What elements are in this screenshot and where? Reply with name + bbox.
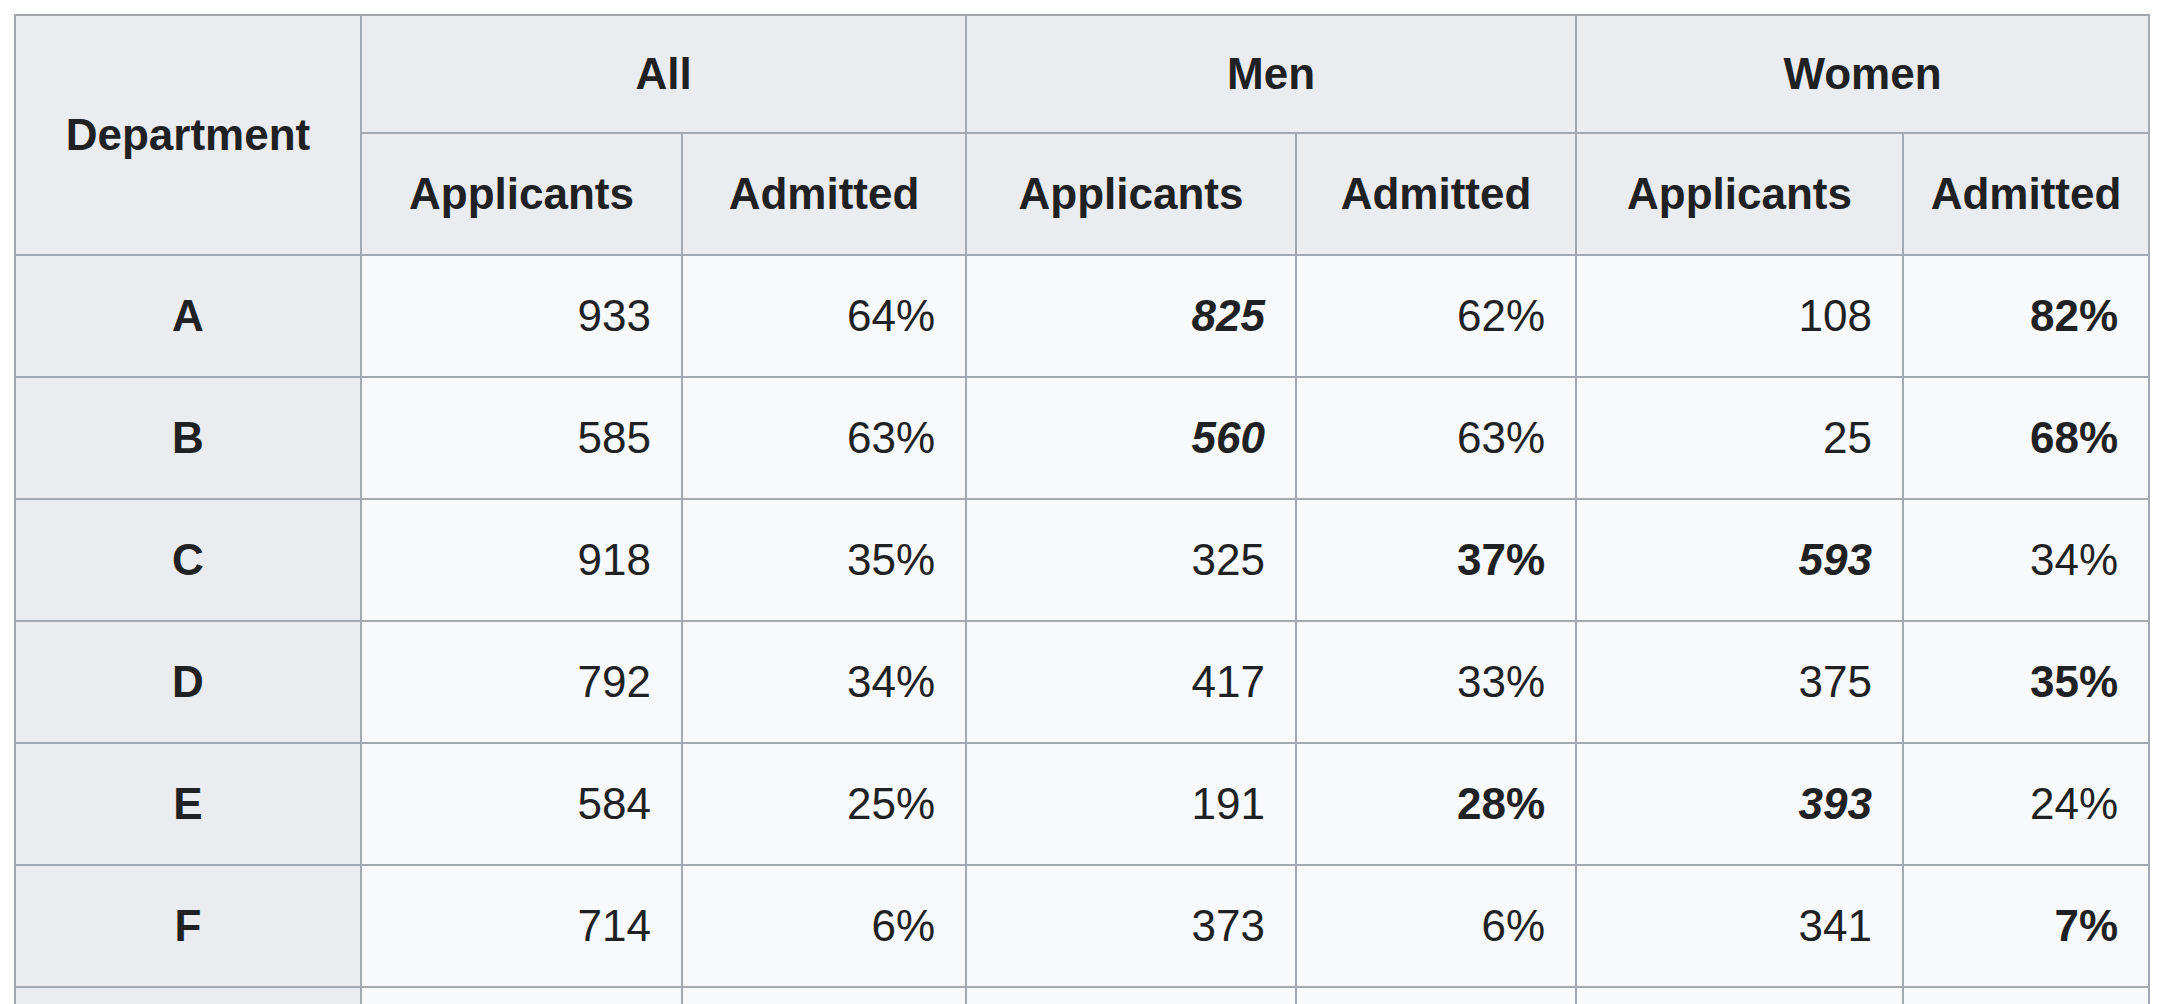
cell-men-admitted: 28% <box>1296 743 1576 865</box>
cell-men-applicants: 560 <box>966 377 1296 499</box>
cell-all-applicants: 714 <box>361 865 682 987</box>
row-header-department: D <box>15 621 361 743</box>
cell-women-applicants: 108 <box>1576 255 1903 377</box>
cell-men-admitted: 33% <box>1296 621 1576 743</box>
cell-all-applicants: 4526 <box>361 987 682 1004</box>
group-header-men: Men <box>966 15 1576 133</box>
corner-header-department: Department <box>15 15 361 255</box>
subheader-women-applicants: Applicants <box>1576 133 1903 255</box>
cell-all-applicants: 584 <box>361 743 682 865</box>
cell-all-admitted: 6% <box>682 865 966 987</box>
table-body: A93364%82562%10882%B58563%56063%2568%C91… <box>15 255 2149 1004</box>
cell-women-applicants: 393 <box>1576 743 1903 865</box>
cell-all-admitted: 25% <box>682 743 966 865</box>
subheader-women-admitted: Admitted <box>1903 133 2149 255</box>
cell-men-applicants: 191 <box>966 743 1296 865</box>
row-header-department: F <box>15 865 361 987</box>
cell-women-applicants: 1835 <box>1576 987 1903 1004</box>
cell-all-admitted: 63% <box>682 377 966 499</box>
cell-women-applicants: 25 <box>1576 377 1903 499</box>
cell-women-admitted: 7% <box>1903 865 2149 987</box>
table-header: Department All Men Women Applicants Admi… <box>15 15 2149 255</box>
cell-men-applicants: 325 <box>966 499 1296 621</box>
subheader-men-applicants: Applicants <box>966 133 1296 255</box>
cell-men-admitted: 45% <box>1296 987 1576 1004</box>
subheader-all-admitted: Admitted <box>682 133 966 255</box>
cell-men-admitted: 37% <box>1296 499 1576 621</box>
cell-women-admitted: 35% <box>1903 621 2149 743</box>
cell-men-admitted: 6% <box>1296 865 1576 987</box>
row-header-department: A <box>15 255 361 377</box>
cell-men-applicants: 825 <box>966 255 1296 377</box>
cell-all-admitted: 39% <box>682 987 966 1004</box>
subheader-men-admitted: Admitted <box>1296 133 1576 255</box>
cell-women-applicants: 375 <box>1576 621 1903 743</box>
cell-men-applicants: 373 <box>966 865 1296 987</box>
table-row: C91835%32537%59334% <box>15 499 2149 621</box>
admissions-table: Department All Men Women Applicants Admi… <box>14 14 2150 1004</box>
cell-all-admitted: 34% <box>682 621 966 743</box>
row-header-department: B <box>15 377 361 499</box>
group-header-women: Women <box>1576 15 2149 133</box>
cell-women-applicants: 341 <box>1576 865 1903 987</box>
group-header-all: All <box>361 15 966 133</box>
cell-all-applicants: 933 <box>361 255 682 377</box>
table-row: A93364%82562%10882% <box>15 255 2149 377</box>
cell-men-applicants: 2691 <box>966 987 1296 1004</box>
table-row: E58425%19128%39324% <box>15 743 2149 865</box>
cell-men-applicants: 417 <box>966 621 1296 743</box>
table-row: Total452639%269145%183530% <box>15 987 2149 1004</box>
cell-all-applicants: 918 <box>361 499 682 621</box>
cell-women-admitted: 82% <box>1903 255 2149 377</box>
row-header-department: E <box>15 743 361 865</box>
cell-women-admitted: 68% <box>1903 377 2149 499</box>
table-row: B58563%56063%2568% <box>15 377 2149 499</box>
table-row: D79234%41733%37535% <box>15 621 2149 743</box>
cell-men-admitted: 62% <box>1296 255 1576 377</box>
table-row: F7146%3736%3417% <box>15 865 2149 987</box>
subheader-all-applicants: Applicants <box>361 133 682 255</box>
cell-all-admitted: 35% <box>682 499 966 621</box>
cell-all-applicants: 585 <box>361 377 682 499</box>
cell-men-admitted: 63% <box>1296 377 1576 499</box>
cell-women-admitted: 34% <box>1903 499 2149 621</box>
cell-women-admitted: 30% <box>1903 987 2149 1004</box>
cell-all-applicants: 792 <box>361 621 682 743</box>
row-header-department: Total <box>15 987 361 1004</box>
group-header-row: Department All Men Women <box>15 15 2149 133</box>
cell-women-admitted: 24% <box>1903 743 2149 865</box>
row-header-department: C <box>15 499 361 621</box>
cell-women-applicants: 593 <box>1576 499 1903 621</box>
cell-all-admitted: 64% <box>682 255 966 377</box>
